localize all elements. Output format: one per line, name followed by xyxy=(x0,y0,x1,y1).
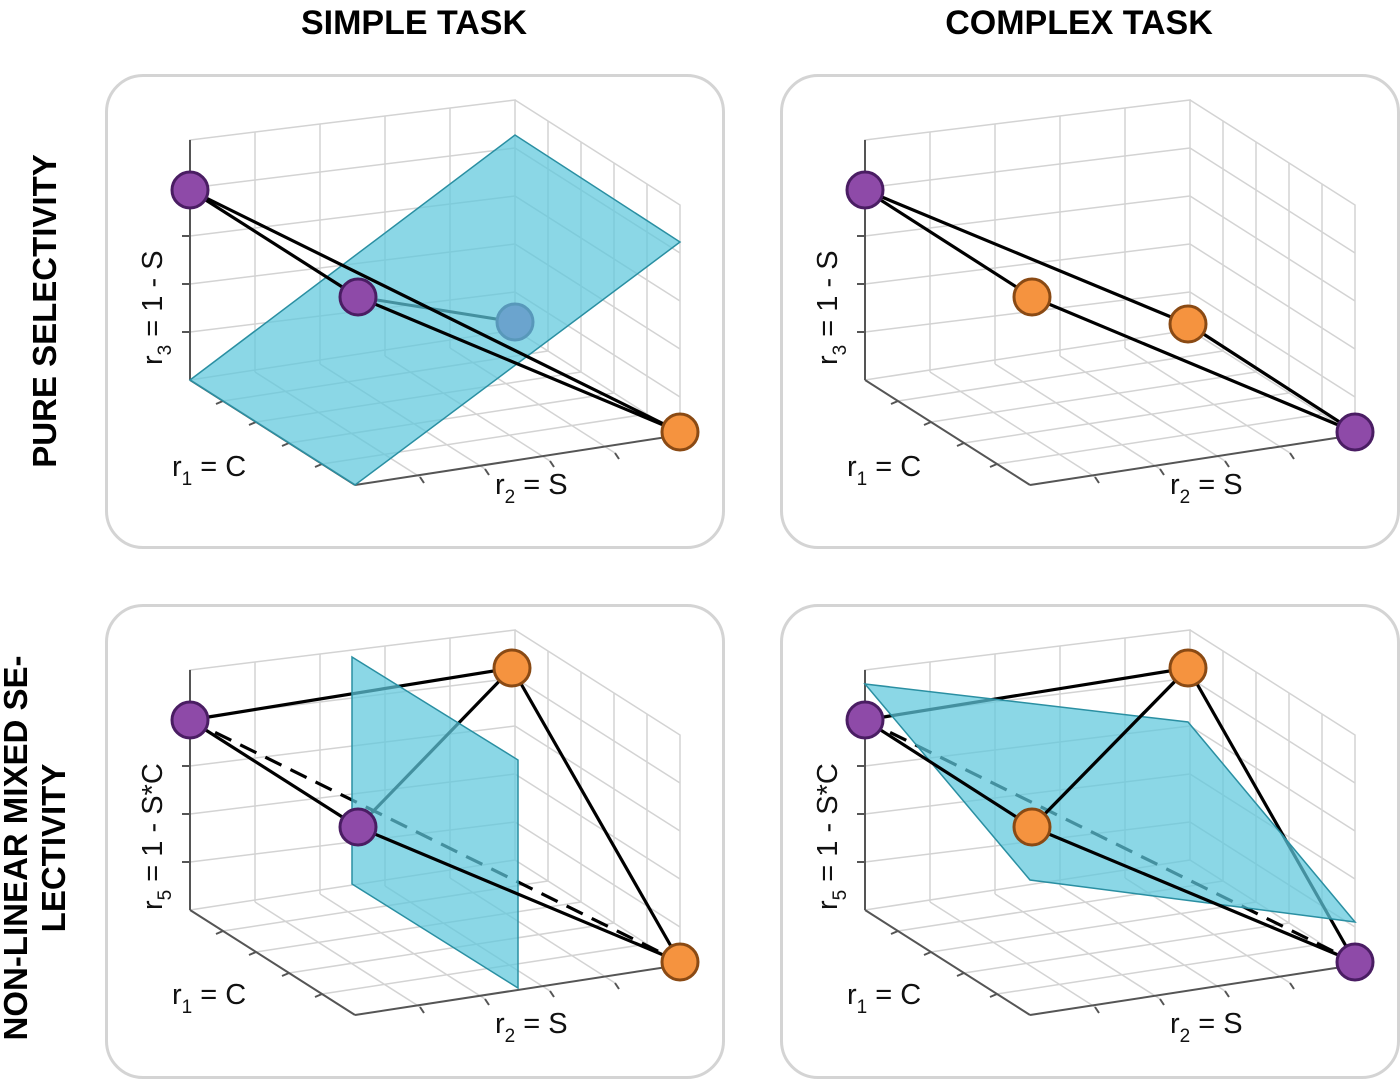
plot-complex-pure: r1 = C r2 = S r3 = 1 - S xyxy=(812,99,1375,508)
axis-label-r3: r3 = 1 - S xyxy=(137,250,176,365)
node-orange-mid xyxy=(1012,277,1052,317)
separating-plane xyxy=(863,683,1357,923)
column-title-simple-task: SIMPLE TASK xyxy=(300,4,528,42)
separating-plane xyxy=(351,655,519,990)
axis-label-r3: r3 = 1 - S xyxy=(812,250,851,365)
grid-back-wall xyxy=(864,99,1356,478)
edges xyxy=(864,666,1356,964)
node-purple-mid xyxy=(338,277,378,317)
node-orange-bottom xyxy=(660,942,700,982)
node-orange xyxy=(660,412,700,452)
plot-simple-pure: r1 = C r2 = S r3 = 1 - S xyxy=(137,99,700,508)
axis-label-r1: r1 = C xyxy=(847,451,921,490)
node-purple-top xyxy=(170,170,210,210)
node-purple-bottom xyxy=(1335,942,1375,982)
axis-label-r1: r1 = C xyxy=(172,451,246,490)
axis-label-r2: r2 = S xyxy=(495,469,568,508)
plot-complex-mixed: r1 = C r2 = S r5 = 1 - S*C xyxy=(812,629,1375,1047)
node-purple-top xyxy=(845,170,885,210)
edges xyxy=(189,188,681,434)
node-purple-bottom xyxy=(1335,412,1375,452)
node-orange-top xyxy=(1168,648,1208,688)
node-purple-mid xyxy=(338,807,378,847)
node-orange-top xyxy=(492,648,532,688)
plot-simple-mixed: r1 = C r2 = S r5 = 1 - S*C xyxy=(137,629,700,1047)
axis-label-r5: r5 = 1 - S*C xyxy=(812,763,851,910)
axis-label-r2: r2 = S xyxy=(1170,469,1243,508)
node-orange-mid xyxy=(1012,807,1052,847)
edges xyxy=(189,666,682,964)
node-purple-top xyxy=(170,700,210,740)
node-purple-top xyxy=(845,700,885,740)
axis-label-r2: r2 = S xyxy=(495,1008,568,1047)
node-orange-back xyxy=(1168,304,1208,344)
axis-label-r2: r2 = S xyxy=(1170,1008,1243,1047)
axis-label-r5: r5 = 1 - S*C xyxy=(137,763,176,910)
axis-label-r1: r1 = C xyxy=(172,979,246,1018)
edges xyxy=(864,188,1356,434)
axis-label-r1: r1 = C xyxy=(847,979,921,1018)
axis-lines xyxy=(857,140,1356,486)
column-title-complex-task: COMPLEX TASK xyxy=(945,4,1213,42)
